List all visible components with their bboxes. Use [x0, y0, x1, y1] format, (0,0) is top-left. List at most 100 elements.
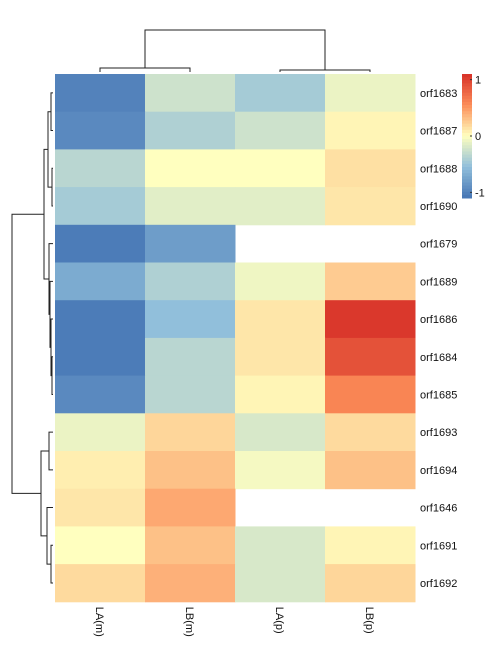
heatmap-cell	[235, 262, 326, 301]
heatmap-cell	[235, 149, 326, 188]
color-legend: 1 0 -1	[462, 74, 485, 199]
heatmap-cell	[235, 187, 326, 226]
row-label: orf1688	[420, 163, 457, 175]
heatmap-cell	[145, 224, 236, 263]
legend-gradient-segment	[462, 139, 472, 143]
legend-gradient-segment	[462, 148, 472, 152]
heatmap-cell	[55, 526, 146, 565]
heatmap-cell	[235, 526, 326, 565]
row-label: orf1686	[420, 314, 457, 326]
heatmap-cell	[55, 564, 146, 603]
column-dendrogram-branch	[279, 69, 371, 72]
row-label: orf1694	[420, 465, 457, 477]
heatmap-cell	[325, 111, 416, 150]
heatmap-cell	[235, 451, 326, 490]
row-dendrogram-branch	[48, 431, 53, 471]
heatmap-cell	[235, 375, 326, 414]
row-dendrogram-branch	[46, 507, 53, 565]
legend-gradient-segment	[462, 80, 472, 84]
row-label: orf1687	[420, 126, 457, 138]
legend-gradient-segment	[462, 132, 472, 137]
row-label: orf1683	[420, 88, 457, 100]
heatmap-cell	[55, 451, 146, 490]
heatmap-cell	[325, 337, 416, 377]
row-label: orf1690	[420, 201, 457, 213]
row-dendrogram-branch	[51, 167, 53, 207]
legend-gradient-segment	[462, 92, 472, 97]
heatmap-cell	[235, 413, 326, 452]
heatmap-cell	[55, 224, 146, 263]
heatmap-cell	[55, 262, 146, 301]
heatmap-cell	[145, 300, 236, 339]
legend-gradient-segment	[462, 170, 472, 174]
legend-gradient-segment	[462, 151, 472, 156]
row-dendrogram-branch	[51, 356, 53, 395]
legend-gradient-segment	[462, 129, 472, 134]
legend-gradient-segment	[462, 108, 472, 112]
row-label: orf1689	[420, 276, 457, 288]
legend-gradient-segment	[462, 89, 472, 94]
heatmap-cell	[145, 451, 236, 490]
heatmap-cell	[145, 262, 236, 301]
row-dendrogram-branch	[50, 544, 53, 584]
heatmap-cell	[325, 413, 416, 452]
heatmap-cell	[325, 74, 416, 113]
row-label: orf1679	[420, 239, 457, 251]
legend-gradient-segment	[462, 191, 472, 196]
heatmap-cell	[145, 375, 236, 414]
heatmap-cell	[55, 488, 146, 527]
heatmap-cell	[55, 300, 146, 339]
legend-tick-label: -1	[475, 187, 485, 199]
legend-gradient-segment	[462, 182, 472, 187]
heatmap-cell	[55, 413, 146, 452]
legend-gradient-segment	[462, 179, 472, 183]
heatmap-cell	[235, 111, 326, 150]
column-dendrogram	[99, 29, 371, 72]
legend-gradient-segment	[462, 86, 472, 90]
legend-tick-label: 0	[475, 131, 481, 143]
heatmap-cell	[325, 262, 416, 301]
row-label: orf1646	[420, 503, 457, 515]
row-label: orf1685	[420, 389, 457, 401]
heatmap-cell	[235, 300, 326, 339]
legend-gradient-segment	[462, 136, 472, 140]
heatmap-cell	[55, 149, 146, 188]
legend-gradient-segment	[462, 185, 472, 190]
column-labels: LA(m) LB(m) LA(p) LB(p)	[93, 607, 375, 637]
column-label: LA(m)	[93, 607, 105, 637]
legend-gradient-segment	[462, 163, 472, 168]
heatmap-cell	[235, 74, 326, 113]
heatmap-cell	[55, 337, 146, 377]
heatmap-cell	[145, 187, 236, 226]
legend-gradient-segment	[462, 173, 472, 177]
heatmap-cell	[325, 187, 416, 226]
legend-gradient-segment	[462, 167, 472, 171]
legend-gradient-segment	[462, 105, 472, 109]
heatmap-cell	[145, 337, 236, 377]
legend-gradient-segment	[462, 83, 472, 87]
legend-gradient-segment	[462, 98, 472, 103]
heatmap-cell	[145, 74, 236, 113]
heatmap-cell	[55, 375, 146, 414]
heatmap-cell	[145, 413, 236, 452]
heatmap-cell	[235, 337, 326, 377]
heatmap-cell	[145, 526, 236, 565]
heatmap-cell	[325, 526, 416, 565]
heatmap-cell	[55, 187, 146, 226]
legend-gradient-segment	[462, 194, 472, 199]
column-label: LB(m)	[183, 607, 195, 637]
legend-gradient-segment	[462, 176, 472, 180]
heatmap-cell	[55, 74, 146, 113]
row-dendrogram-branch	[40, 450, 49, 537]
legend-gradient-segment	[462, 157, 472, 162]
heatmap-cell	[55, 111, 146, 150]
heatmap-cell	[325, 149, 416, 188]
legend-gradient-segment	[462, 160, 472, 165]
row-label: orf1693	[420, 427, 457, 439]
row-dendrogram	[11, 92, 53, 584]
legend-gradient-segment	[462, 77, 472, 81]
heatmap-cell	[145, 149, 236, 188]
legend-gradient-segment	[462, 154, 472, 159]
legend-gradient-segment	[462, 188, 472, 193]
